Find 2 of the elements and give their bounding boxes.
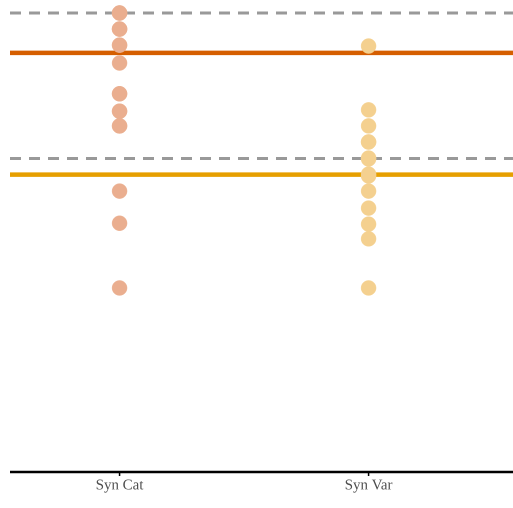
x-tick-label: Syn Var: [346, 480, 392, 493]
x-tick-label: Syn Cat: [96, 480, 144, 493]
